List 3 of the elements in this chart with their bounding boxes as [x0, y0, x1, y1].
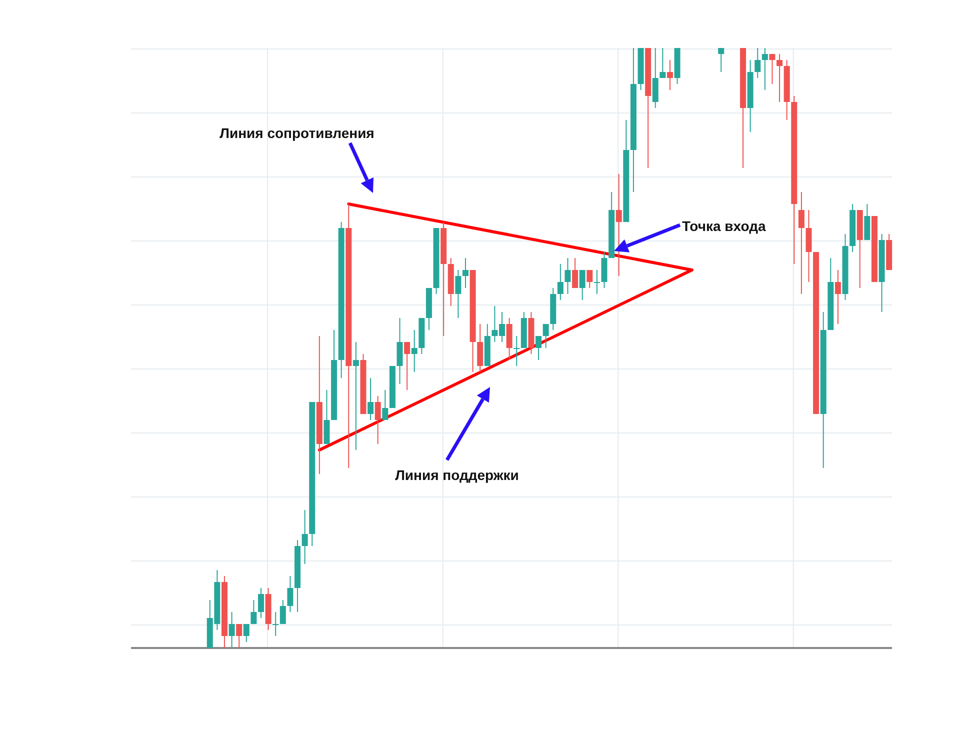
annotation: Линия сопротивления: [220, 125, 374, 141]
annotation: Точка входа: [682, 218, 766, 234]
annotation: Линия поддержки: [395, 467, 519, 483]
